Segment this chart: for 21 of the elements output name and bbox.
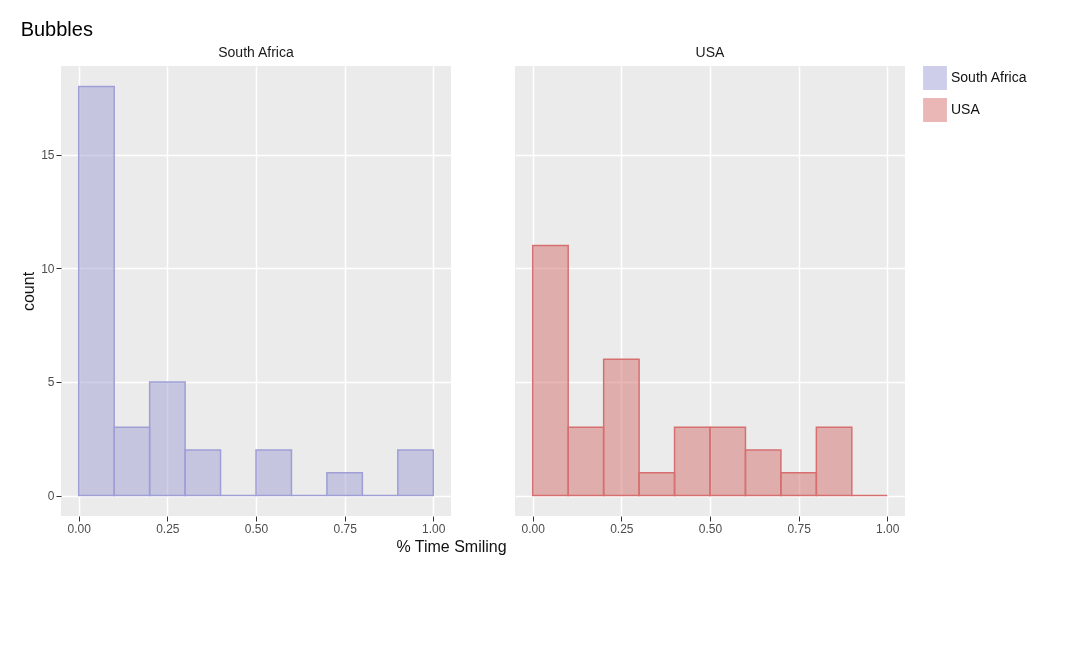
y-axis-title: count (20, 271, 38, 312)
y-tick-label: 0 (47, 489, 55, 504)
chart-subtitle: USA (695, 44, 726, 60)
x-tick-label: 0.75 (333, 521, 358, 536)
x-tick-label: 0.75 (787, 521, 812, 536)
x-tick-label: 0.25 (610, 521, 634, 536)
legend-label: USA (951, 101, 981, 117)
x-tick-label: 1.00 (876, 521, 900, 536)
y-tick-label: 15 (41, 148, 55, 163)
x-tick-label: 0.00 (67, 521, 92, 536)
x-tick-label: 0.25 (156, 521, 180, 536)
chart-title: Bubbles (20, 18, 93, 40)
chart-subtitle: South Africa (218, 44, 294, 60)
x-tick-label: 0.50 (244, 521, 269, 536)
x-axis-title: % Time Smiling (396, 537, 507, 555)
y-tick-label: 10 (41, 261, 55, 276)
x-tick-label: 0.00 (521, 521, 546, 536)
legend-label: South Africa (951, 69, 1027, 85)
x-tick-label: 0.50 (698, 521, 723, 536)
y-tick-label: 5 (47, 375, 55, 390)
x-tick-label: 1.00 (422, 521, 446, 536)
